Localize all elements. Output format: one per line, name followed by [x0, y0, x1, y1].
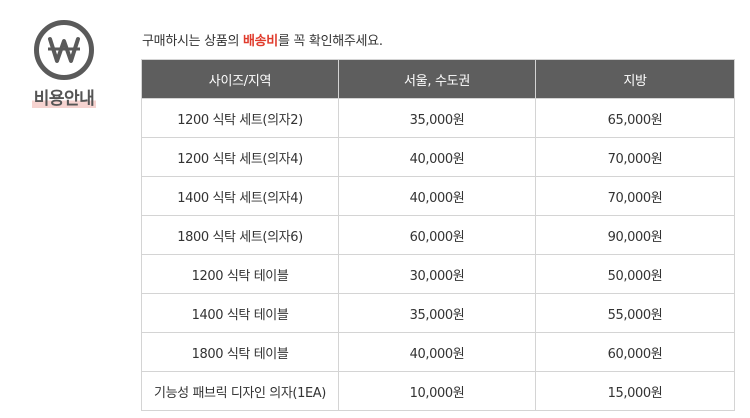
shipping-notice: 구매하시는 상품의 배송비를 꼭 확인해주세요.: [142, 30, 383, 49]
capital-fee-cell: 35,000원: [338, 293, 536, 333]
product-cell: 1800 식탁 세트(의자6): [141, 215, 339, 255]
province-fee-cell: 15,000원: [535, 371, 735, 411]
product-cell: 1800 식탁 테이블: [141, 332, 339, 372]
product-cell: 기능성 패브릭 디자인 의자(1EA): [141, 371, 339, 411]
notice-prefix: 구매하시는 상품의: [142, 34, 243, 49]
capital-fee-cell: 40,000원: [338, 176, 536, 216]
product-cell: 1200 식탁 세트(의자2): [141, 98, 339, 138]
header-size-region: 사이즈/지역: [141, 59, 339, 99]
table-row: 1800 식탁 세트(의자6) 60,000원 90,000원: [141, 215, 735, 255]
product-cell: 1200 식탁 테이블: [141, 254, 339, 294]
table-row: 기능성 패브릭 디자인 의자(1EA) 10,000원 15,000원: [141, 371, 735, 411]
capital-fee-cell: 10,000원: [338, 371, 536, 411]
table-header-row: 사이즈/지역 서울, 수도권 지방: [141, 59, 735, 99]
notice-highlight: 배송비: [242, 34, 278, 49]
table-row: 1800 식탁 테이블 40,000원 60,000원: [141, 332, 735, 372]
cost-guide-badge: 비용안내: [26, 20, 102, 109]
province-fee-cell: 70,000원: [535, 176, 735, 216]
province-fee-cell: 65,000원: [535, 98, 735, 138]
won-icon: [34, 20, 94, 80]
capital-fee-cell: 35,000원: [338, 98, 536, 138]
province-fee-cell: 70,000원: [535, 137, 735, 177]
province-fee-cell: 55,000원: [535, 293, 735, 333]
capital-fee-cell: 40,000원: [338, 332, 536, 372]
table-row: 1200 식탁 세트(의자2) 35,000원 65,000원: [141, 98, 735, 138]
header-seoul-capital: 서울, 수도권: [338, 59, 536, 99]
table-row: 1200 식탁 세트(의자4) 40,000원 70,000원: [141, 137, 735, 177]
capital-fee-cell: 40,000원: [338, 137, 536, 177]
product-cell: 1400 식탁 세트(의자4): [141, 176, 339, 216]
header-provinces: 지방: [535, 59, 735, 99]
province-fee-cell: 50,000원: [535, 254, 735, 294]
capital-fee-cell: 60,000원: [338, 215, 536, 255]
table-row: 1400 식탁 세트(의자4) 40,000원 70,000원: [141, 176, 735, 216]
capital-fee-cell: 30,000원: [338, 254, 536, 294]
table-row: 1200 식탁 테이블 30,000원 50,000원: [141, 254, 735, 294]
product-cell: 1200 식탁 세트(의자4): [141, 137, 339, 177]
product-cell: 1400 식탁 테이블: [141, 293, 339, 333]
shipping-fee-table: 사이즈/지역 서울, 수도권 지방 1200 식탁 세트(의자2) 35,000…: [141, 59, 735, 411]
province-fee-cell: 90,000원: [535, 215, 735, 255]
notice-suffix: 를 꼭 확인해주세요.: [277, 34, 383, 49]
province-fee-cell: 60,000원: [535, 332, 735, 372]
badge-label: 비용안내: [31, 89, 97, 109]
table-row: 1400 식탁 테이블 35,000원 55,000원: [141, 293, 735, 333]
